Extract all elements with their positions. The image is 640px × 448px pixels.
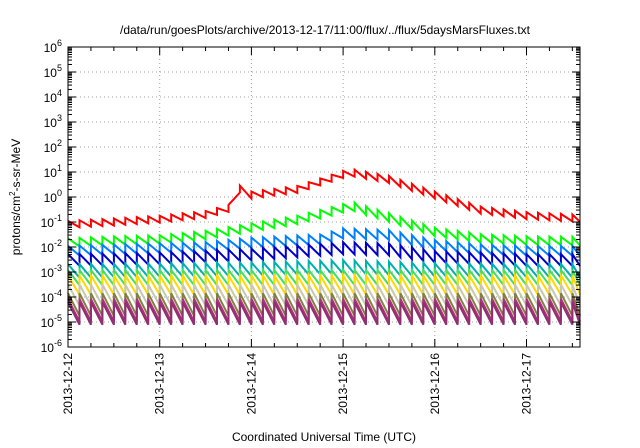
x-tick-label: 2013-12-17 — [520, 353, 534, 415]
series-line-10 — [67, 301, 581, 326]
y-tick-label-base: 10 — [41, 291, 55, 305]
y-tick-label-exp: -6 — [54, 338, 62, 348]
y-tick-label-exp: -5 — [54, 313, 62, 323]
y-tick-label-base: 10 — [41, 316, 55, 330]
y-tick-label-exp: -1 — [54, 213, 62, 223]
y-tick-label: 10-4 — [41, 288, 62, 305]
y-tick-label: 104 — [44, 88, 62, 105]
y-tick-label-exp: 2 — [57, 138, 62, 148]
y-axis-label: protons/cm2-s-sr-MeV — [8, 139, 23, 255]
y-tick-label: 10-3 — [41, 263, 62, 280]
x-tick-label: 2013-12-12 — [61, 353, 75, 415]
y-tick-label: 100 — [44, 188, 62, 205]
x-axis-ticks: 2013-12-12 2013-12-13 2013-12-14 2013-12-15… — [61, 47, 573, 415]
y-tick-label-base: 10 — [44, 66, 58, 80]
series-line-7 — [67, 284, 581, 307]
y-tick-label-base: 10 — [41, 341, 55, 355]
series-line-5 — [67, 267, 581, 289]
series-line-1 — [67, 200, 581, 249]
y-tick-label-exp: -3 — [54, 263, 62, 273]
y-axis-label-rest: -s-sr-MeV — [9, 139, 23, 192]
y-tick-label: 10-1 — [41, 213, 62, 230]
y-tick-label-base: 10 — [44, 91, 58, 105]
y-tick-label-exp: 6 — [57, 38, 62, 48]
series-group — [67, 167, 581, 326]
y-tick-label-exp: 3 — [57, 113, 62, 123]
y-tick-label: 105 — [44, 63, 62, 80]
y-tick-label: 106 — [44, 38, 62, 55]
x-tick-label: 2013-12-16 — [428, 353, 442, 415]
y-tick-label: 101 — [44, 163, 62, 180]
y-axis-ticks: 10-610-510-410-310-210-11001011021031041… — [41, 38, 580, 355]
y-tick-label: 10-5 — [41, 313, 62, 330]
y-tick-label: 10-6 — [41, 338, 62, 355]
y-tick-label-base: 10 — [41, 216, 55, 230]
y-tick-label-base: 10 — [44, 166, 58, 180]
y-tick-label-exp: 5 — [57, 63, 62, 73]
y-tick-label: 102 — [44, 138, 62, 155]
y-tick-label-base: 10 — [44, 141, 58, 155]
series-line-6 — [67, 271, 581, 299]
series-line-4 — [67, 257, 581, 281]
series-line-3 — [67, 239, 581, 269]
y-tick-label-base: 10 — [41, 241, 55, 255]
y-tick-label: 10-2 — [41, 238, 62, 255]
x-tick-label: 2013-12-13 — [153, 353, 167, 415]
y-tick-label: 103 — [44, 113, 62, 130]
y-axis-label-sup: 2 — [8, 191, 17, 196]
y-tick-label-exp: 4 — [57, 88, 62, 98]
y-tick-label-base: 10 — [44, 116, 58, 130]
x-tick-label: 2013-12-14 — [244, 353, 258, 415]
y-tick-label-base: 10 — [44, 191, 58, 205]
y-tick-label-exp: -4 — [54, 288, 62, 298]
x-axis-label: Coordinated Universal Time (UTC) — [232, 430, 416, 444]
y-tick-label-exp: -2 — [54, 238, 62, 248]
y-tick-label-base: 10 — [41, 266, 55, 280]
y-axis-label-base: protons/cm — [9, 196, 23, 255]
series-line-9 — [67, 298, 581, 322]
series-line-2 — [67, 226, 581, 259]
y-tick-label-base: 10 — [44, 41, 58, 55]
y-tick-label-exp: 1 — [57, 163, 62, 173]
series-line-0 — [67, 167, 581, 230]
chart-title: /data/run/goesPlots/archive/2013-12-17/1… — [120, 23, 531, 37]
y-tick-label-exp: 0 — [57, 188, 62, 198]
x-tick-label: 2013-12-15 — [336, 353, 350, 415]
series-line-8 — [67, 292, 581, 317]
